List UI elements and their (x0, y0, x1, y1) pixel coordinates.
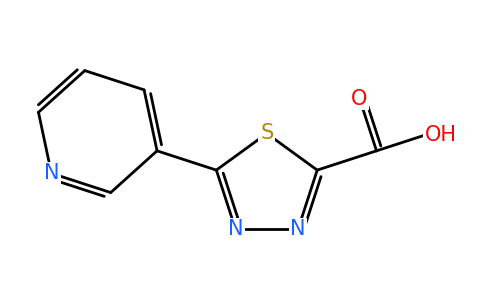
Text: S: S (260, 124, 273, 143)
Text: O: O (351, 89, 368, 109)
Text: OH: OH (425, 125, 457, 145)
Text: N: N (44, 163, 59, 183)
Text: N: N (290, 219, 306, 239)
Text: N: N (228, 219, 243, 239)
